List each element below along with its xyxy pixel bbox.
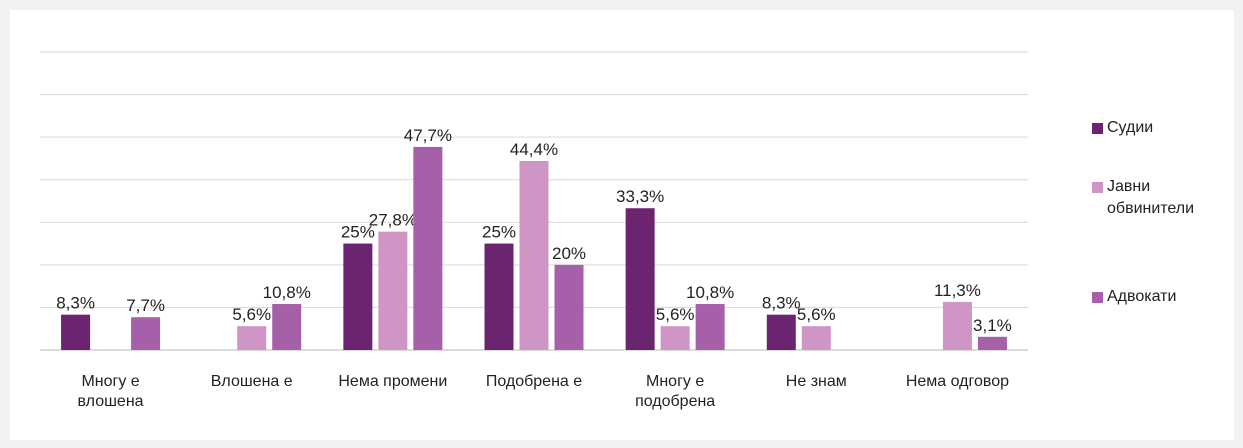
legend-label: Судии [1107, 119, 1154, 136]
data-label: 25% [482, 223, 516, 242]
bar [554, 264, 584, 350]
x-tick-label: Влошена е [210, 373, 293, 390]
data-label: 10,8% [686, 283, 734, 302]
x-tick-label: Подобрена е [485, 373, 583, 390]
x-tick-label: Не знам [785, 373, 847, 390]
bar [61, 314, 91, 350]
x-tick-label: Нема одговор [905, 373, 1010, 390]
bar [942, 301, 972, 350]
bar [237, 326, 267, 350]
bar [272, 304, 302, 350]
bar [977, 336, 1007, 350]
data-label: 5,6% [232, 305, 271, 324]
data-label: 44,4% [510, 140, 558, 159]
data-label: 7,7% [126, 296, 165, 315]
bar [766, 314, 796, 350]
x-tick-label: Многу е подобрена [635, 373, 716, 410]
bar [378, 231, 408, 350]
data-label: 5,6% [797, 305, 836, 324]
bar [625, 208, 655, 350]
data-label: 25% [341, 223, 375, 242]
legend-swatch [1092, 182, 1103, 193]
legend-swatch [1092, 123, 1103, 134]
bar [519, 160, 549, 350]
bar [801, 326, 831, 350]
legend-swatch [1092, 292, 1103, 303]
x-tick-label: Нема промени [338, 373, 448, 390]
data-label: 11,3% [934, 281, 981, 300]
legend-label: Адвокати [1107, 288, 1177, 305]
bar [660, 326, 690, 350]
chart-panel [10, 10, 1234, 440]
bar [695, 304, 725, 350]
bar [131, 317, 161, 350]
bar [343, 243, 373, 350]
legend-label: Јавни обвинители [1107, 178, 1195, 217]
data-label: 5,6% [656, 305, 695, 324]
data-label: 47,7% [404, 126, 452, 145]
data-label: 10,8% [263, 283, 311, 302]
bar [413, 146, 443, 350]
data-label: 27,8% [369, 211, 417, 230]
data-label: 8,3% [56, 294, 95, 313]
x-tick-label: Многу е влошена [77, 373, 144, 410]
data-label: 20% [552, 244, 586, 263]
data-label: 8,3% [762, 294, 801, 313]
data-label: 33,3% [616, 187, 664, 206]
data-label: 3,1% [973, 316, 1012, 335]
bar [484, 243, 514, 350]
